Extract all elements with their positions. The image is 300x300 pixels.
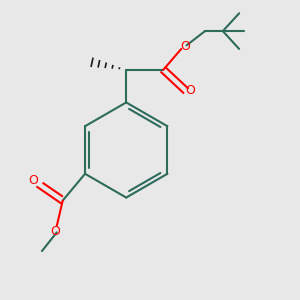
Text: O: O (180, 40, 190, 53)
Text: O: O (28, 174, 38, 187)
Text: O: O (50, 225, 60, 238)
Text: O: O (185, 84, 195, 97)
